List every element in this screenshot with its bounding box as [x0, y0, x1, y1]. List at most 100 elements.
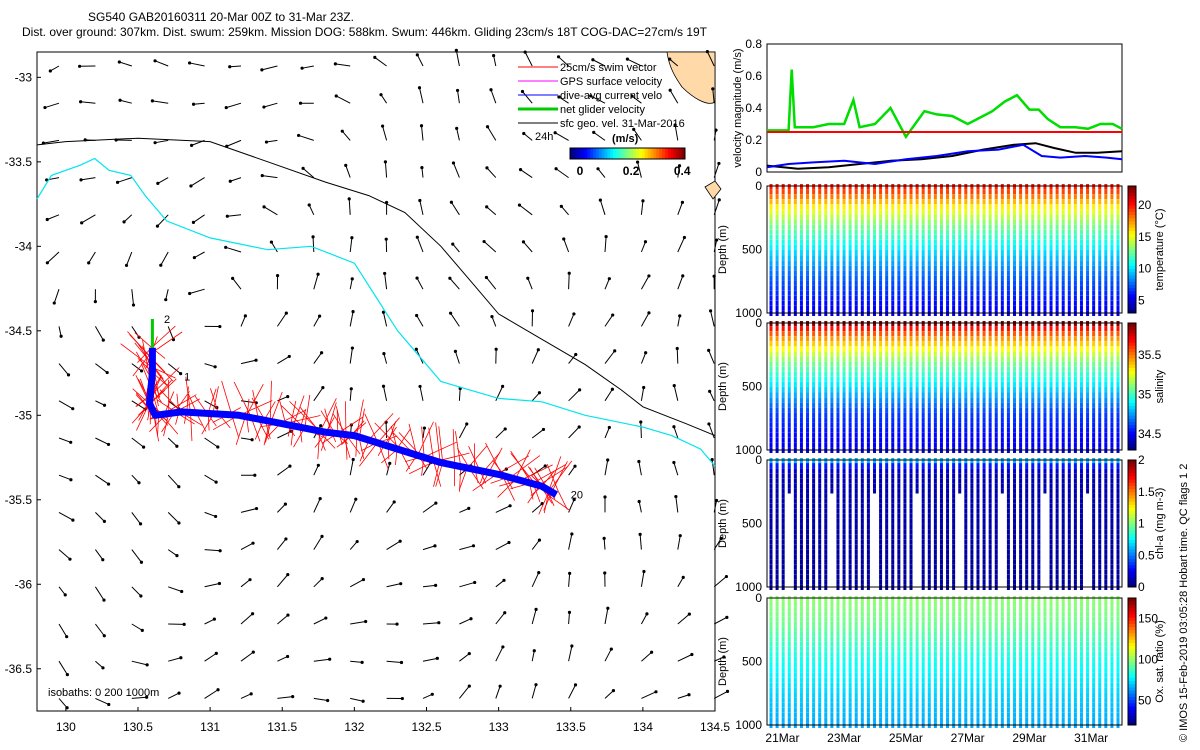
chl-a-sample [860, 559, 864, 565]
chl-a-sample [952, 468, 956, 474]
salinity-sample [806, 432, 810, 438]
salinity-sample [1000, 407, 1004, 413]
salinity-sample [1013, 412, 1017, 418]
temperature-sample [836, 295, 840, 301]
temperature-sample [1067, 260, 1071, 266]
chl-a-sample [799, 579, 803, 585]
temperature-sample [1000, 250, 1004, 256]
salinity-sample [836, 427, 840, 433]
chl-a-sample [964, 574, 968, 580]
salinity-sample [860, 326, 864, 332]
chl-a-sample [933, 549, 937, 555]
salinity-sample [872, 427, 876, 433]
temperature-sample [933, 285, 937, 291]
current-vector-head [334, 94, 338, 98]
temperature-sample [1031, 194, 1035, 200]
chl-a-sample [964, 549, 968, 555]
temperature-sample [1006, 199, 1010, 205]
salinity-sample [818, 381, 822, 387]
chl-a-sample [927, 513, 931, 519]
chl-a-sample [781, 468, 785, 474]
temperature-sample [1019, 290, 1023, 296]
temperature-sample [812, 275, 816, 281]
temperature-sample [1031, 229, 1035, 235]
temperature-sample [836, 255, 840, 261]
temperature-sample [982, 204, 986, 210]
temperature-sample [769, 280, 773, 286]
salinity-sample [1067, 331, 1071, 337]
temperature-sample [1086, 239, 1090, 245]
temperature-sample [964, 305, 968, 311]
temperature-sample [1092, 285, 1096, 291]
temperature-sample [970, 229, 974, 235]
salinity-sample [830, 392, 834, 398]
salinity-sample [1110, 381, 1114, 387]
temperature-sample [872, 219, 876, 225]
temperature-sample [872, 239, 876, 245]
salinity-sample [915, 326, 919, 332]
temperature-sample [927, 239, 931, 245]
temperature-sample [927, 224, 931, 230]
temperature-colorbar-cell [1128, 211, 1136, 216]
chl-a-sample [854, 529, 858, 535]
current-vector [58, 586, 66, 596]
salinity-sample [970, 442, 974, 448]
chl-a-sample [872, 488, 876, 494]
chl-a-sample [842, 574, 846, 580]
temperature-sample [976, 219, 980, 225]
salinity-sample [860, 366, 864, 372]
current-vector [131, 512, 141, 525]
salinity-sample [842, 341, 846, 347]
chl-a-sample [939, 498, 943, 504]
temperature-sample [872, 265, 876, 271]
salinity-sample [830, 371, 834, 377]
chl-a-sample [909, 579, 913, 585]
salinity-sample [1019, 412, 1023, 418]
salinity-sample [1013, 417, 1017, 423]
salinity-sample [1061, 326, 1065, 332]
salinity-sample [1037, 376, 1041, 382]
current-vector-head [350, 346, 354, 350]
temperature-sample [994, 290, 998, 296]
chl-a-sample [891, 503, 895, 509]
salinity-colorbar-cell [1128, 332, 1136, 337]
temperature-sample [1025, 255, 1029, 261]
chl-a-sample [866, 539, 870, 545]
chl-a-sample [952, 534, 956, 540]
temperature-sample [939, 224, 943, 230]
temperature-sample [952, 219, 956, 225]
temperature-sample [1086, 194, 1090, 200]
temperature-colorbar-cell [1128, 195, 1136, 200]
current-vector [459, 685, 470, 699]
temperature-sample [806, 285, 810, 291]
salinity-sample [921, 437, 925, 443]
salinity-colorbar-cell [1128, 367, 1136, 372]
temperature-sample [1079, 244, 1083, 250]
salinity-sample [994, 402, 998, 408]
salinity-sample [885, 437, 889, 443]
temperature-sample [903, 194, 907, 200]
temperature-sample [958, 219, 962, 225]
salinity-sample [970, 392, 974, 398]
salinity-sample [958, 422, 962, 428]
salinity-sample [1049, 407, 1053, 413]
temperature-sample [1079, 199, 1083, 205]
temperature-sample [787, 244, 791, 250]
chl-a-sample [921, 554, 925, 560]
chl-a-sample [860, 579, 864, 585]
salinity-sample [909, 442, 913, 448]
chl-a-sample [976, 554, 980, 560]
temperature-sample [1031, 295, 1035, 301]
temperature-sample [1006, 204, 1010, 210]
chl-a-sample [933, 493, 937, 499]
chl-a-sample [976, 488, 980, 494]
salinity-sample [964, 402, 968, 408]
current-vector [43, 139, 60, 144]
temperature-sample [842, 280, 846, 286]
temperature-sample [1049, 204, 1053, 210]
salinity-sample [812, 402, 816, 408]
current-vector [486, 277, 497, 290]
current-vector-head [451, 242, 455, 246]
chl-a-sample [793, 483, 797, 489]
salinity-sample [1019, 432, 1023, 438]
